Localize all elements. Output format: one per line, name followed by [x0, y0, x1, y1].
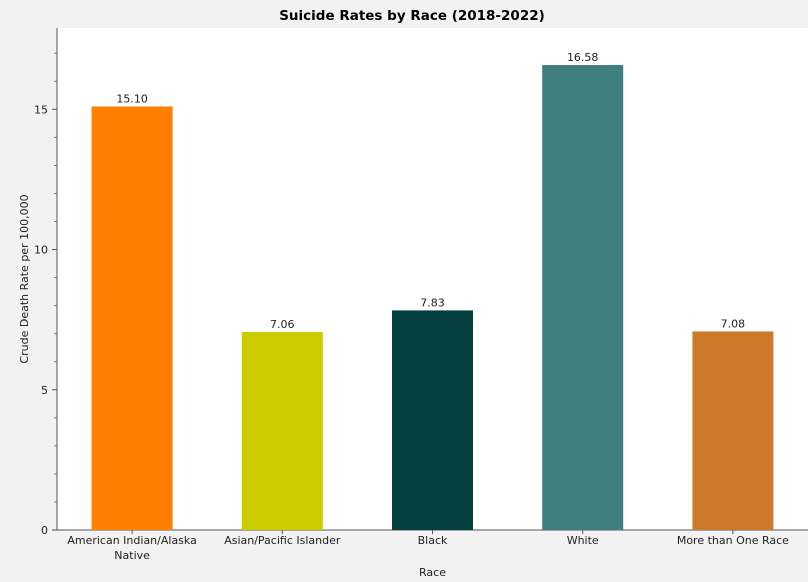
data-label: 7.83: [420, 296, 445, 309]
y-tick-label: 0: [41, 524, 48, 537]
x-tick-label: More than One Race: [677, 534, 789, 547]
bar: [91, 106, 173, 530]
bar: [392, 310, 473, 530]
bars: 15.10 7.06 7.83 16.58 7.08: [91, 51, 774, 531]
data-label: 16.58: [567, 51, 599, 64]
y-axis: 0 5 10 15: [34, 28, 58, 537]
x-tick-label: Native: [114, 549, 150, 562]
data-label: 7.06: [270, 318, 295, 331]
x-tick-label: Asian/Pacific Islander: [224, 534, 341, 547]
data-label: 15.10: [116, 93, 148, 106]
x-tick-label: White: [567, 534, 599, 547]
x-tick-label: American Indian/Alaska: [67, 534, 197, 547]
bar: [542, 65, 624, 531]
x-axis-title: Race: [419, 566, 446, 579]
bar: [241, 332, 323, 530]
chart-title: Suicide Rates by Race (2018-2022): [279, 8, 545, 24]
x-tick-label: Black: [418, 534, 448, 547]
y-tick-label: 15: [34, 103, 48, 116]
data-label: 7.08: [721, 317, 746, 330]
y-tick-label: 10: [34, 244, 48, 257]
bar: [692, 331, 774, 530]
y-tick-label: 5: [41, 384, 48, 397]
y-axis-title: Crude Death Rate per 100,000: [18, 194, 31, 363]
